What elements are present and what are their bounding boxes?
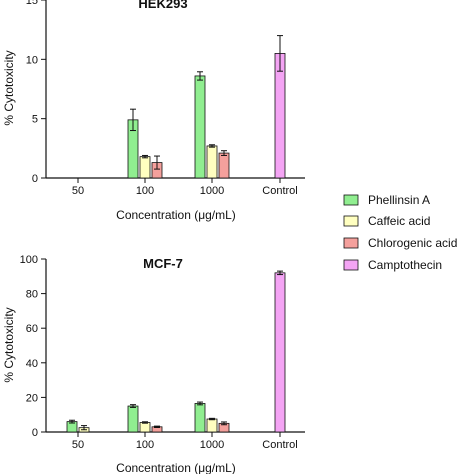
bar [194,75,206,179]
x-axis-title: Concentration (μg/mL) [116,461,236,474]
y-axis-title: % Cytotoxicity [2,50,16,125]
bar [127,405,139,433]
legend-swatch [343,194,359,206]
bar [206,418,218,433]
x-tick-label: 100 [136,439,154,451]
x-tick-label: 50 [72,439,84,451]
x-tick-label: Control [262,185,297,197]
y-tick-label: 100 [20,254,38,266]
bar [139,156,151,179]
x-tick-label: 1000 [200,439,224,451]
y-tick-label: 0 [32,427,38,439]
legend: Phellinsin A Caffeic acid Chlorogenic acid… [343,193,457,272]
y-tick-label: 15 [26,0,38,7]
bar [274,53,286,179]
mcf7-chart: MCF-7 0 20 40 60 80 100 50 100 1000 Control Concent… [2,254,305,474]
x-tick-label: Control [262,439,297,451]
bar [218,152,230,179]
legend-label: Camptothecin [368,258,442,272]
x-axis-title: Concentration (μg/mL) [116,208,236,222]
bar [274,272,286,433]
y-tick-label: 5 [32,114,38,126]
y-axis-title: % Cytotoxicity [2,307,16,382]
bar [206,145,218,179]
hek293-chart: HEK293 0 5 10 15 50 100 1000 Control Concentratio… [2,0,305,222]
y-tick-label: 80 [26,289,38,301]
legend-label: Chlorogenic acid [368,236,457,250]
y-tick-label: 20 [26,392,38,404]
x-tick-label: 100 [136,185,154,197]
bar [194,403,206,433]
legend-label: Phellinsin A [368,193,430,207]
legend-label: Caffeic acid [368,214,430,228]
y-tick-label: 60 [26,323,38,335]
y-tick-label: 10 [26,54,38,66]
chart-title: HEK293 [138,0,187,11]
x-tick-label: 1000 [200,185,224,197]
legend-swatch [343,215,359,227]
y-tick-label: 0 [32,173,38,185]
chart-title: MCF-7 [143,256,183,271]
x-tick-label: 50 [72,185,84,197]
bar [139,422,151,433]
legend-swatch [343,259,359,271]
y-tick-label: 40 [26,358,38,370]
legend-swatch [343,237,359,249]
